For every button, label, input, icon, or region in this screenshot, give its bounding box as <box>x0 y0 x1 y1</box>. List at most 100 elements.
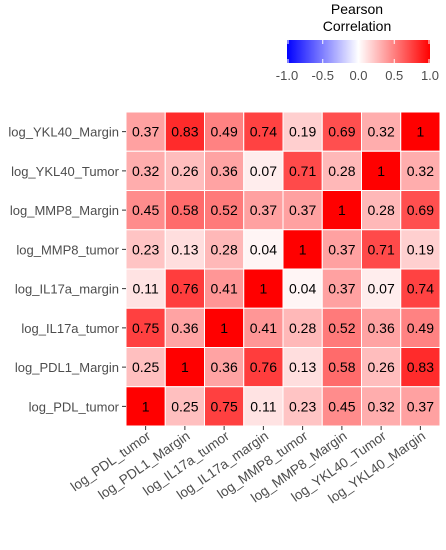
cell-value-label: 0.23 <box>132 241 159 257</box>
cell-value-label: 0.32 <box>407 163 434 179</box>
y-axis-tick-label: log_MMP8_tumor <box>16 242 119 257</box>
cell-value-label: 0.36 <box>368 320 395 336</box>
heatmap-cell <box>164 150 205 191</box>
cell-value-label: 0.26 <box>368 359 395 375</box>
y-axis-tick-label: log_PDL1_Margin <box>15 360 119 375</box>
cell-value-label: 0.76 <box>250 359 277 375</box>
cell-value-label: 0.28 <box>289 320 316 336</box>
heatmap-cell <box>400 111 441 152</box>
heatmap-cell <box>400 386 441 427</box>
heatmap-cell <box>125 229 166 270</box>
heatmap-cell <box>361 386 402 427</box>
heatmap-cell <box>164 386 205 427</box>
heatmap-cell <box>321 268 362 309</box>
cell-value-label: 0.11 <box>250 398 276 414</box>
cell-value-label: 1 <box>220 320 228 336</box>
cell-value-label: 0.19 <box>407 241 434 257</box>
y-axis-labels: log_YKL40_Margin log_YKL40_Tumor log_MMP8_… <box>8 125 126 414</box>
heatmap-cell <box>321 150 362 191</box>
heatmap-cell <box>164 190 205 231</box>
cell-value-label: 0.28 <box>328 163 355 179</box>
heatmap-cell <box>400 150 441 191</box>
x-axis-labels: log_PDL_tumorlog_PDL1_Marginlog_IL17a_tu… <box>68 426 428 506</box>
cell-value-label: 0.36 <box>171 320 198 336</box>
heatmap-cell <box>400 190 441 231</box>
cell-value-label: 1 <box>338 202 346 218</box>
y-axis-tick-label: log_YKL40_Margin <box>8 125 119 140</box>
cell-value-label: 0.36 <box>211 163 238 179</box>
cell-value-label: 0.19 <box>289 124 316 140</box>
cell-value-label: 0.69 <box>407 202 434 218</box>
heatmap-cell <box>204 150 245 191</box>
legend-tick-label: -0.5 <box>312 68 334 83</box>
heatmap-cells <box>125 111 441 427</box>
cell-value-label: 0.37 <box>328 281 355 297</box>
legend-tick-label: 0.0 <box>349 68 367 83</box>
cell-value-label: 0.75 <box>211 398 238 414</box>
cell-value-label: 0.58 <box>171 202 198 218</box>
heatmap-cell <box>400 268 441 309</box>
legend-title-line-2: Correlation <box>323 18 391 34</box>
cell-value-label: 0.23 <box>289 398 316 414</box>
legend: Pearson Correlation -1.0 -0.5 0.0 0.5 1.0 <box>276 1 439 83</box>
cell-value-label: 0.37 <box>328 241 355 257</box>
heatmap-cell <box>282 229 323 270</box>
cell-value-label: 0.74 <box>250 124 277 140</box>
heatmap-cell <box>164 111 205 152</box>
cell-value-label: 0.28 <box>368 202 395 218</box>
cell-value-label: 0.13 <box>289 359 316 375</box>
legend-color-bar <box>287 40 430 63</box>
cell-value-label: 0.37 <box>132 124 159 140</box>
y-axis-tick-label: log_YKL40_Tumor <box>11 164 120 179</box>
cell-value-label: 0.52 <box>328 320 355 336</box>
heatmap-cell <box>243 347 284 388</box>
heatmap-cell <box>243 268 284 309</box>
cell-value-label: 0.37 <box>250 202 277 218</box>
heatmap-cell <box>400 347 441 388</box>
cell-value-label: 1 <box>377 163 385 179</box>
y-axis-tick-label: log_IL17a_margin <box>15 282 119 297</box>
heatmap-cell <box>282 347 323 388</box>
y-axis-tick-label: log_MMP8_Margin <box>10 203 119 218</box>
heatmap-cell <box>282 150 323 191</box>
cell-value-label: 0.71 <box>289 163 316 179</box>
cell-value-label: 0.76 <box>171 281 198 297</box>
heatmap-cell <box>361 268 402 309</box>
heatmap-cell <box>204 386 245 427</box>
heatmap-cell <box>164 268 205 309</box>
cell-value-label: 0.74 <box>407 281 434 297</box>
cell-value-label: 0.83 <box>407 359 434 375</box>
cell-value-label: 0.07 <box>368 281 395 297</box>
heatmap-cell <box>204 229 245 270</box>
cell-value-label: 1 <box>299 241 307 257</box>
cell-value-label: 0.75 <box>132 320 159 336</box>
heatmap-cell <box>321 386 362 427</box>
heatmap-cell <box>125 268 166 309</box>
legend-tick-label: 0.5 <box>385 68 403 83</box>
cell-value-label: 0.28 <box>211 241 238 257</box>
cell-value-label: 0.52 <box>211 202 238 218</box>
heatmap-cell <box>361 229 402 270</box>
cell-value-label: 0.37 <box>289 202 316 218</box>
y-axis-tick-label: log_IL17a_tumor <box>21 321 119 336</box>
cell-value-label: 0.04 <box>289 281 316 297</box>
cell-value-label: 0.45 <box>328 398 355 414</box>
heatmap-cell <box>125 347 166 388</box>
cell-value-label: 0.13 <box>171 241 198 257</box>
legend-tick-label: -1.0 <box>276 68 298 83</box>
cell-value-label: 0.83 <box>171 124 198 140</box>
heatmap-cell <box>164 307 205 348</box>
cell-value-label: 0.41 <box>211 281 238 297</box>
cell-value-label: 0.32 <box>368 398 395 414</box>
cell-value-label: 1 <box>142 398 150 414</box>
cell-value-label: 0.45 <box>132 202 159 218</box>
cell-value-label: 0.11 <box>133 281 159 297</box>
heatmap-cell-labels: 0.37 0.83 0.49 0.74 0.19 0.69 0.32 1 0.32 0.26 0.3… <box>132 124 434 415</box>
cell-value-label: 1 <box>181 359 189 375</box>
cell-value-label: 1 <box>416 124 424 140</box>
cell-value-label: 0.49 <box>407 320 434 336</box>
cell-value-label: 0.71 <box>368 241 395 257</box>
legend-ticks: -1.0 -0.5 0.0 0.5 1.0 <box>276 40 439 83</box>
cell-value-label: 0.07 <box>250 163 277 179</box>
